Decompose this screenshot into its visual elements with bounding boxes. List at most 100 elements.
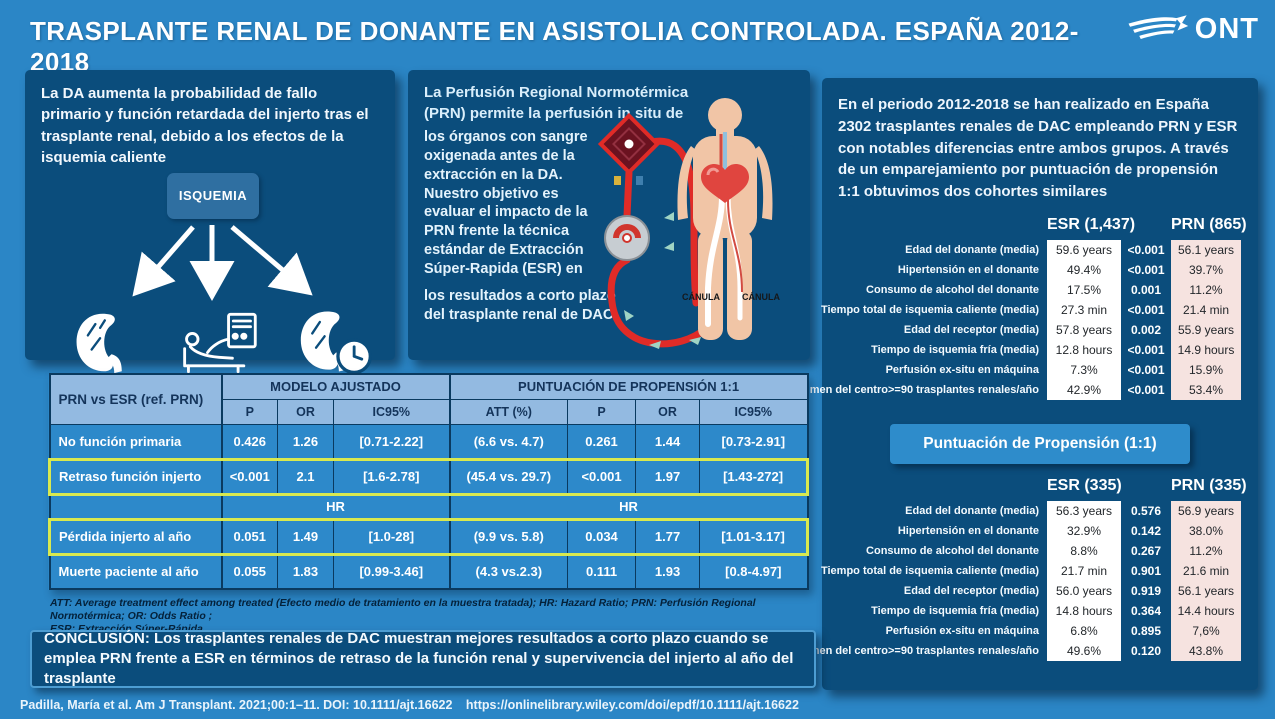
p-value-cell: 0.576	[1130, 503, 1162, 518]
cohort-row-label: Tiempo total de isquemia caliente (media…	[820, 303, 1039, 316]
cell-p: <0.001	[567, 457, 637, 496]
outcomes-table: PRN vs ESR (ref. PRN) MODELO AJUSTADO PU…	[48, 373, 810, 590]
cohort-row-label: Hipertensión en el donante	[897, 263, 1039, 276]
cohort-row-label: Edad del receptor (media)	[903, 323, 1039, 336]
cell-p: 0.426	[220, 423, 278, 460]
outcome-label: Pérdida injerto al año	[48, 517, 222, 556]
p-value-cell: <0.001	[1127, 362, 1165, 377]
conclusion-text: CONCLUSIÓN: Los trasplantes renales de D…	[44, 629, 794, 688]
cannula-label-left: CÁNULA	[682, 292, 720, 302]
cell-p: 0.051	[220, 517, 278, 556]
page-title: TRASPLANTE RENAL DE DONANTE EN ASISTOLIA…	[30, 16, 1079, 77]
prn-value-cell: 21.4 min	[1171, 299, 1241, 320]
cell-ic95: [1.0-28]	[332, 517, 451, 556]
spacer	[1125, 213, 1167, 240]
prn-value-cell: 56.1 years	[1171, 239, 1241, 260]
cohort-table-unmatched: ESR (1,437) PRN (865) Edad del donante (…	[786, 213, 1247, 400]
prn-value-cell: 11.2%	[1171, 279, 1241, 300]
propensity-score-button: Puntuación de Propensión (1:1)	[890, 423, 1190, 464]
outcome-row: Muerte paciente al año 0.055 1.83 [0.99-…	[49, 553, 809, 590]
cohort-row-label: Volumen del centro>=90 trasplantes renal…	[786, 383, 1039, 396]
prn-objective-box: La Perfusión Regional Normotérmica (PRN)…	[408, 70, 810, 360]
perfusion-body-illustration: CÁNULA CÁNULA	[597, 98, 780, 349]
esr-value-cell: 12.8 hours	[1047, 339, 1121, 360]
cannula-label-right: CÁNULA	[742, 292, 780, 302]
cohort-row-label: Tiempo total de isquemia caliente (media…	[820, 564, 1039, 577]
col-header-or1: OR	[277, 398, 334, 425]
prn-value-cell: 56.9 years	[1171, 500, 1241, 521]
spacer	[838, 474, 1043, 501]
citation-url[interactable]: https://onlinelibrary.wiley.com/doi/epdf…	[465, 698, 799, 712]
prn-column-header: PRN (335)	[1171, 476, 1247, 494]
cell-ic95: [1.43-272]	[699, 457, 810, 496]
cohort-row-label: Volumen del centro>=90 trasplantes renal…	[786, 644, 1039, 657]
cell-p: 0.034	[567, 517, 637, 556]
esr-value-cell: 6.8%	[1047, 620, 1121, 641]
conclusion-box: CONCLUSIÓN: Los trasplantes renales de D…	[30, 630, 816, 688]
cell-att: (9.9 vs. 5.8)	[448, 517, 569, 556]
esr-value-cell: 8.8%	[1047, 540, 1121, 561]
cell-p: <0.001	[220, 457, 278, 496]
pump-icon	[604, 215, 650, 261]
col-header-or2: OR	[635, 398, 701, 425]
hr-divider-row: HR HR	[49, 493, 809, 520]
cell-ic95: [0.71-2.22]	[332, 423, 451, 460]
kidney-clock-icon	[300, 311, 372, 374]
esr-value-cell: 59.6 years	[1047, 239, 1121, 260]
esr-value-cell: 49.6%	[1047, 640, 1121, 661]
cell-p: 0.261	[567, 423, 637, 460]
cell-ic95: [1.01-3.17]	[699, 517, 810, 556]
p-value-cell: <0.001	[1127, 342, 1165, 357]
cell-or: 1.44	[635, 423, 701, 460]
cell-att: (4.3 vs.2.3)	[448, 553, 569, 590]
isquemia-intro-text: La DA aumenta la probabilidad de fallo p…	[41, 85, 369, 167]
cell-p: 0.055	[220, 553, 278, 590]
prn-value-cell: 53.4%	[1171, 379, 1241, 400]
abbreviations-footnote: ATT: Average treatment effect among trea…	[50, 597, 802, 636]
col-header-att: ATT (%)	[448, 398, 569, 425]
kidney-icon	[76, 313, 122, 373]
heart-icon	[701, 163, 749, 203]
col-header-p2: P	[567, 398, 637, 425]
cohort-row-label: Perfusión ex-situ en máquina	[885, 363, 1039, 376]
cell-ic95: [0.99-3.46]	[332, 553, 451, 590]
esr-value-cell: 32.9%	[1047, 520, 1121, 541]
p-value-cell: 0.895	[1130, 623, 1162, 638]
ont-logo: ONT	[1127, 6, 1259, 52]
footnote-line: ATT: Average treatment effect among trea…	[50, 597, 756, 623]
col-header-ic1: IC95%	[332, 398, 451, 425]
ont-logo-text: ONT	[1194, 12, 1259, 45]
col-header-ic2: IC95%	[699, 398, 809, 425]
p-value-cell: 0.120	[1130, 643, 1162, 658]
cell-or: 1.97	[635, 457, 701, 496]
cell-att: (6.6 vs. 4.7)	[448, 423, 569, 460]
prn-lead-text: La Perfusión Regional Normotérmica (PRN)…	[424, 84, 689, 122]
propension-header: PUNTUACIÓN DE PROPENSIÓN 1:1	[448, 373, 809, 400]
isquemia-consequence-icons	[25, 301, 395, 378]
cell-p: 0.111	[567, 553, 637, 590]
isquemia-diagram: ISQUEMIA	[25, 172, 395, 378]
esr-column-header: ESR (335)	[1047, 476, 1122, 494]
p-value-cell: 0.267	[1130, 543, 1162, 558]
cohort-row-label: Edad del receptor (media)	[903, 584, 1039, 597]
prn-value-cell: 39.7%	[1171, 259, 1241, 280]
esr-value-cell: 49.4%	[1047, 259, 1121, 280]
oxygenator-icon	[597, 112, 661, 176]
esr-value-cell: 57.8 years	[1047, 319, 1121, 340]
prn-value-cell: 21.6 min	[1171, 560, 1241, 581]
cell-ic95: [0.8-4.97]	[699, 553, 809, 590]
flow-arrows-icon	[624, 212, 701, 349]
modelo-ajustado-header: MODELO AJUSTADO	[220, 373, 451, 400]
prn-value-cell: 11.2%	[1171, 540, 1241, 561]
cell-ic95: [1.6-2.78]	[332, 457, 451, 496]
esr-value-cell: 27.3 min	[1047, 299, 1121, 320]
p-value-cell: 0.001	[1130, 282, 1162, 297]
prn-value-cell: 43.8%	[1171, 640, 1241, 661]
cell-ic95: [0.73-2.91]	[699, 423, 809, 460]
prn-value-cell: 14.4 hours	[1171, 600, 1241, 621]
cohort-row-label: Consumo de alcohol del donante	[866, 283, 1039, 296]
p-value-cell: <0.001	[1127, 242, 1165, 257]
esr-value-cell: 56.3 years	[1047, 500, 1121, 521]
spacer	[838, 213, 1043, 240]
